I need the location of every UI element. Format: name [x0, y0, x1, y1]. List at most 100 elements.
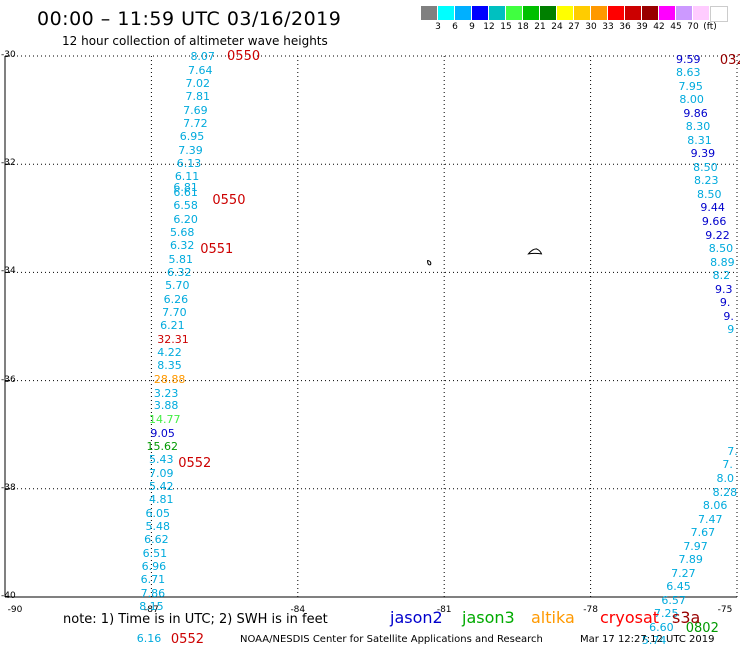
wave-height-label: 6.96	[141, 559, 167, 573]
wave-height-label: 7.89	[678, 553, 703, 567]
pass-time-label: 0552	[178, 455, 212, 471]
wave-height-label: 6.62	[144, 533, 169, 547]
wave-height-label: 7.09	[148, 466, 174, 480]
wave-height-label: 8.50	[693, 160, 718, 174]
legend-tick: 36	[619, 22, 631, 32]
wave-height-label: 8.23	[694, 174, 719, 188]
legend-tick: 42	[653, 22, 665, 32]
legend-tick: 30	[585, 22, 597, 32]
legend-swatch	[523, 6, 539, 20]
wave-height-label: 8.89	[710, 255, 735, 269]
pass-time-label: 0802	[685, 620, 719, 636]
wave-height-label: 8.35	[157, 359, 182, 373]
wave-height-label: 8.15	[139, 599, 164, 613]
legend-tick: 24	[551, 22, 563, 32]
legend-swatch	[506, 6, 522, 20]
wave-height-label: 8.06	[702, 499, 728, 513]
legend-tick: 15	[500, 22, 512, 32]
wave-height-label: 14.77	[148, 413, 181, 426]
wave-height-label: 4.22	[157, 346, 182, 360]
wave-height-label: 15.62	[146, 439, 179, 453]
wave-height-label: 5.81	[168, 252, 193, 266]
wave-height-label: 6.51	[142, 546, 168, 560]
pass-time-label: 0551	[200, 242, 234, 258]
legend-tick: 27	[568, 22, 580, 32]
wave-height-label: 6.05	[637, 649, 662, 650]
wave-height-label: 6.57	[661, 593, 686, 607]
legend-tick: 9	[469, 22, 475, 32]
legend-swatch	[438, 6, 454, 20]
wave-height-label: 6.81	[173, 180, 198, 194]
satellite-jason2: jason2	[390, 608, 443, 627]
pass-time-label: 0552	[170, 631, 204, 647]
legend-tick: 21	[534, 22, 546, 32]
satellite-cryosat: cryosat	[600, 608, 660, 627]
wave-height-label: 6.32	[169, 239, 195, 253]
wave-height-label: 9.22	[705, 228, 730, 242]
wave-height-label: 7.39	[178, 143, 203, 157]
island-alejandro-selkirk	[527, 248, 543, 255]
wave-height-label: 5.43	[148, 453, 174, 467]
wave-height-label: 6.20	[173, 212, 198, 226]
wave-height-label: 6.61	[173, 186, 198, 200]
legend-swatch	[676, 6, 692, 20]
wave-height-label: 9.44	[700, 201, 725, 215]
legend-tick: 33	[602, 22, 614, 32]
lat-label: -38	[1, 482, 16, 493]
legend-tick: 39	[636, 22, 648, 32]
wave-height-label: 6.95	[179, 130, 205, 144]
wave-height-label: 7.95	[678, 79, 703, 93]
satellite-s3a: s3a	[672, 608, 701, 627]
wave-height-label: 8.50	[696, 187, 722, 201]
wave-height-label: 8.30	[685, 120, 711, 134]
wave-height-label: 9.86	[683, 106, 708, 120]
legend-swatch	[591, 6, 607, 20]
wave-height-label: 9.	[719, 296, 731, 310]
wave-height-label: 7.25	[654, 607, 679, 621]
lat-label: -32	[1, 158, 16, 169]
wave-height-label: 6.05	[145, 506, 171, 520]
map-subtitle: 12 hour collection of altimeter wave hei…	[62, 34, 328, 48]
wave-height-label: 7.72	[183, 117, 208, 131]
map-title: 00:00 – 11:59 UTC 03/16/2019	[37, 8, 342, 30]
wave-height-label: 7.	[722, 458, 733, 472]
legend-swatch	[455, 6, 471, 20]
legend-swatch	[421, 6, 437, 20]
lat-label: -36	[1, 374, 16, 385]
footnote: note: 1) Time is in UTC; 2) SWH is in fe…	[63, 612, 328, 627]
wave-height-label: 8.63	[676, 66, 701, 80]
wave-height-label: 5.48	[145, 519, 171, 533]
wave-height-label: 8.28	[712, 485, 738, 499]
wave-height-label: 6.16	[136, 631, 162, 645]
lon-label: -81	[436, 605, 452, 615]
wave-height-label: 6.71	[140, 573, 166, 587]
wave-height-label: 5.74	[641, 634, 667, 648]
legend-tick: 6	[452, 22, 458, 32]
lat-label: -34	[1, 266, 16, 277]
satellite-jason3: jason3	[462, 608, 515, 627]
island-robinson-crusoe	[427, 260, 432, 266]
wave-height-label: 6.60	[649, 620, 674, 634]
wave-height-label: 7.69	[183, 103, 208, 117]
wave-height-label: 6.26	[163, 292, 189, 306]
wave-height-label: 6.45	[666, 580, 691, 594]
wave-height-label: 9.59	[676, 52, 701, 66]
wave-height-label: 9.39	[690, 147, 716, 161]
legend-swatch	[693, 6, 709, 20]
wave-height-label: 6.11	[174, 170, 200, 184]
wave-height-label: 9	[727, 323, 735, 337]
wave-height-label: 8.31	[687, 133, 712, 147]
legend-swatch	[642, 6, 658, 20]
legend-tick: 3	[435, 22, 441, 32]
wave-height-label: 6.32	[167, 266, 192, 280]
legend-swatch	[710, 6, 728, 22]
lat-label: -30	[1, 50, 16, 60]
wave-height-label: 3.88	[153, 399, 179, 413]
legend-swatch	[574, 6, 590, 20]
legend-tick: 45	[670, 22, 682, 32]
lat-label: -40	[1, 591, 16, 601]
wave-height-label: 3.23	[153, 386, 179, 400]
wave-height-label: 5.42	[148, 479, 174, 493]
wave-height-label: 9.05	[150, 426, 175, 440]
